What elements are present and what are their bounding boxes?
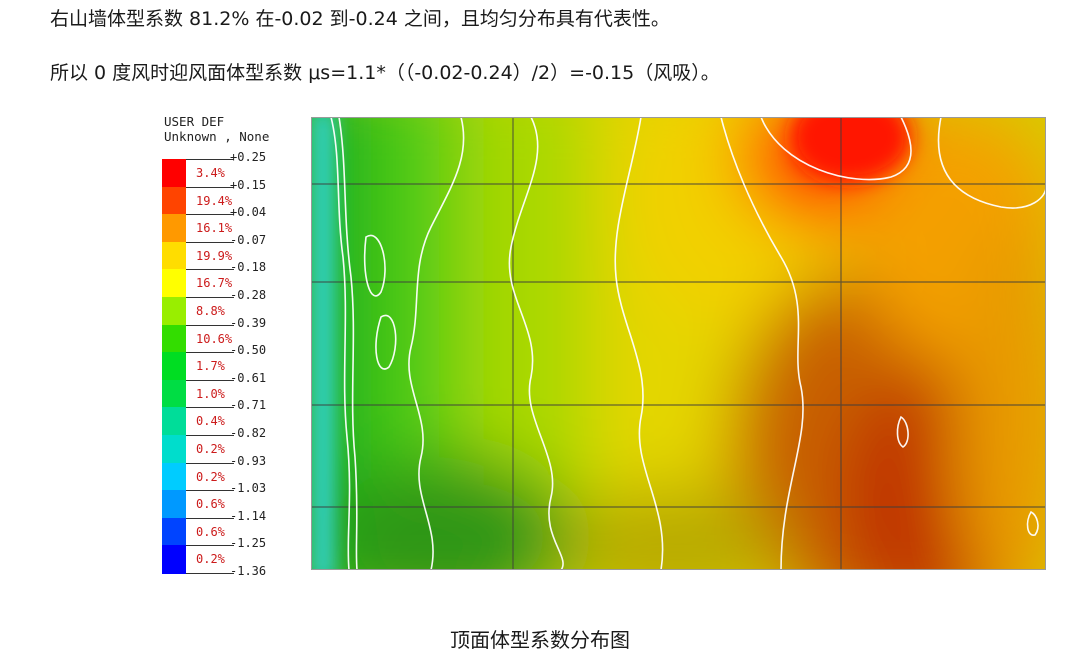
legend-tick-line [186,545,234,547]
legend-percentage: 1.7% [196,359,225,374]
legend-swatch [162,214,186,243]
legend-tick-label: -0.50 [230,343,267,358]
legend-percentage: 0.6% [196,497,225,512]
legend-tick-label: -0.71 [230,398,267,413]
legend-tick-label: -1.25 [230,536,267,551]
legend-tick-line [186,379,234,381]
legend-swatch [162,297,186,326]
color-legend: USER DEF Unknown , None 3.4% 19.4% 16.1% 19… [162,114,302,584]
contour-plot-svg [311,117,1046,570]
legend-tick-line [186,462,234,464]
legend-percentage: 0.2% [196,552,225,567]
legend-tick-line [186,573,234,574]
paragraph-right-gable: 右山墙体型系数 81.2% 在-0.02 到-0.24 之间，且均匀分布具有代表… [50,8,670,30]
legend-percentage: 8.8% [196,304,225,318]
legend-tick-line [186,352,234,354]
legend-tick-line [186,324,234,326]
legend-tick-line [186,435,234,436]
legend-tick-label: -0.39 [230,315,267,330]
legend-percentage: 10.6% [196,331,233,346]
legend-tick-line [186,407,234,409]
legend-swatch [162,352,186,381]
legend-swatch [162,186,186,215]
legend-percentage: 0.6% [196,524,225,539]
legend-percentage: 0.4% [196,414,225,429]
legend-swatch [162,159,186,188]
legend-percentage: 0.2% [196,442,225,456]
legend-swatch [162,269,186,298]
legend-tick-label: -0.18 [230,260,267,275]
legend-tick-label: +0.25 [230,150,267,164]
legend-swatch [162,490,186,519]
legend-tick-line [186,269,234,271]
legend-tick-label: -1.03 [230,481,267,496]
paragraph-windward-coefficient: 所以 0 度风时迎风面体型系数 μs=1.1*（（-0.02-0.24）/2）=… [50,62,720,84]
legend-tick-label: -0.82 [230,426,267,440]
legend-swatch [162,379,186,408]
legend-tick-line [186,241,234,243]
legend-tick-label: -0.28 [230,288,267,302]
legend-swatch [162,435,186,464]
legend-tick-line [186,159,234,160]
legend-tick-line [186,297,234,298]
legend-header-title: USER DEF [164,114,225,129]
legend-tick-label: -0.07 [230,232,267,247]
legend-percentage: 19.9% [196,248,233,263]
legend-swatch [162,462,186,491]
contour-plot [311,117,1046,570]
legend-tick-line [186,517,234,519]
legend-tick-label: +0.04 [230,205,267,220]
legend-percentage: 3.4% [196,166,225,180]
legend-tick-label: -0.61 [230,370,267,385]
legend-percentage: 19.4% [196,193,233,208]
legend-tick-line [186,186,234,188]
legend-swatch [162,324,186,353]
legend-tick-label: +0.15 [230,177,267,192]
legend-swatch [162,517,186,546]
legend-percentage: 1.0% [196,386,225,401]
pressure-field [311,117,1046,570]
legend-tick-label: -1.14 [230,508,267,523]
legend-swatch [162,407,186,436]
legend-swatch [162,545,186,574]
grid-lines [311,117,1046,570]
legend-header-unit: Unknown , None [164,129,270,144]
figure-caption: 顶面体型系数分布图 [450,628,630,652]
legend-percentage: 0.2% [196,469,225,484]
legend-tick-line [186,490,234,492]
legend-tick-label: -1.36 [230,564,267,578]
contour-lines [330,117,1046,570]
legend-tick-label: -0.93 [230,453,267,468]
legend-swatch [162,241,186,270]
legend-percentage: 16.7% [196,276,233,291]
legend-tick-line [186,214,234,216]
legend-percentage: 16.1% [196,221,233,236]
